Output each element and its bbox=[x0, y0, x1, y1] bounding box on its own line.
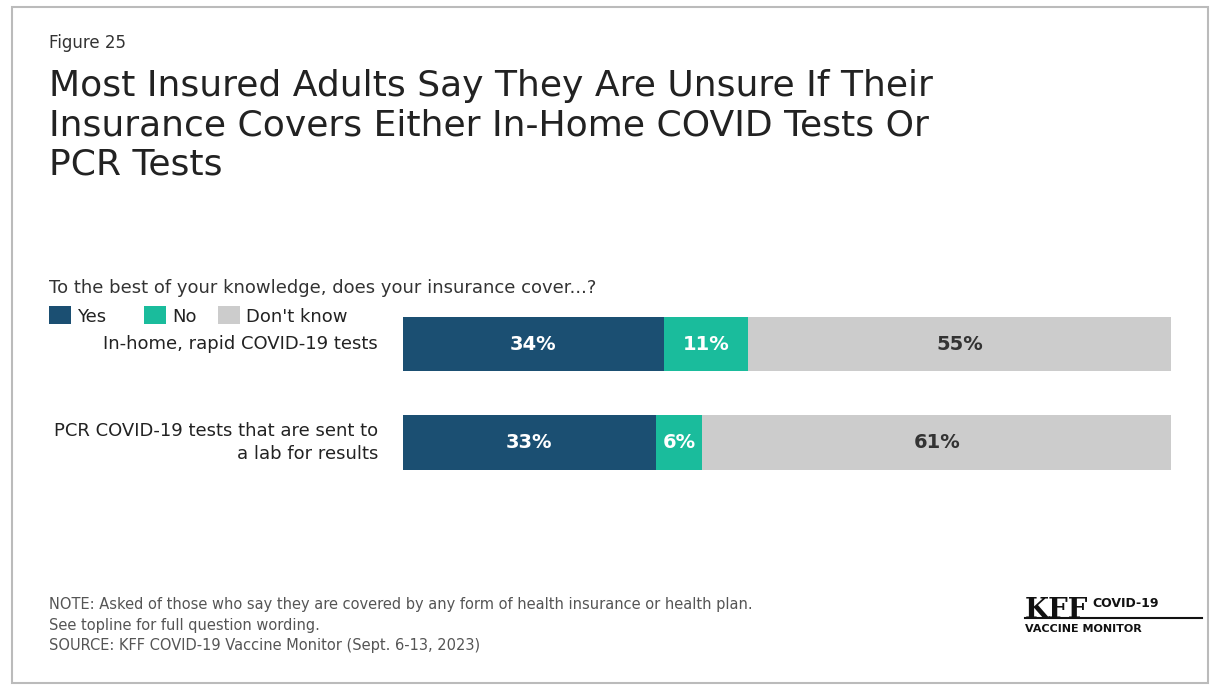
Text: PCR COVID-19 tests that are sent to
a lab for results: PCR COVID-19 tests that are sent to a la… bbox=[54, 422, 378, 464]
Text: VACCINE MONITOR: VACCINE MONITOR bbox=[1025, 624, 1142, 634]
Bar bbox=[403, 317, 664, 371]
Text: Most Insured Adults Say They Are Unsure If Their
Insurance Covers Either In-Home: Most Insured Adults Say They Are Unsure … bbox=[49, 69, 932, 181]
Text: NOTE: Asked of those who say they are covered by any form of health insurance or: NOTE: Asked of those who say they are co… bbox=[49, 597, 753, 612]
Bar bbox=[749, 317, 1171, 371]
Text: SOURCE: KFF COVID-19 Vaccine Monitor (Sept. 6-13, 2023): SOURCE: KFF COVID-19 Vaccine Monitor (Se… bbox=[49, 638, 479, 653]
Text: 11%: 11% bbox=[683, 335, 730, 353]
Text: 61%: 61% bbox=[914, 433, 960, 452]
Text: 34%: 34% bbox=[510, 335, 556, 353]
Text: 6%: 6% bbox=[662, 433, 695, 452]
Text: Don't know: Don't know bbox=[246, 308, 348, 326]
Text: In-home, rapid COVID-19 tests: In-home, rapid COVID-19 tests bbox=[104, 335, 378, 353]
Text: Figure 25: Figure 25 bbox=[49, 34, 126, 52]
Bar bbox=[656, 415, 703, 470]
Text: Yes: Yes bbox=[77, 308, 106, 326]
Bar bbox=[703, 415, 1171, 470]
Text: No: No bbox=[172, 308, 196, 326]
Text: To the best of your knowledge, does your insurance cover...?: To the best of your knowledge, does your… bbox=[49, 279, 597, 297]
Text: 33%: 33% bbox=[506, 433, 553, 452]
Text: 55%: 55% bbox=[937, 335, 983, 353]
Text: KFF: KFF bbox=[1025, 597, 1088, 624]
Bar bbox=[403, 415, 656, 470]
Bar bbox=[664, 317, 749, 371]
Text: See topline for full question wording.: See topline for full question wording. bbox=[49, 618, 320, 633]
Text: COVID-19: COVID-19 bbox=[1092, 597, 1159, 610]
